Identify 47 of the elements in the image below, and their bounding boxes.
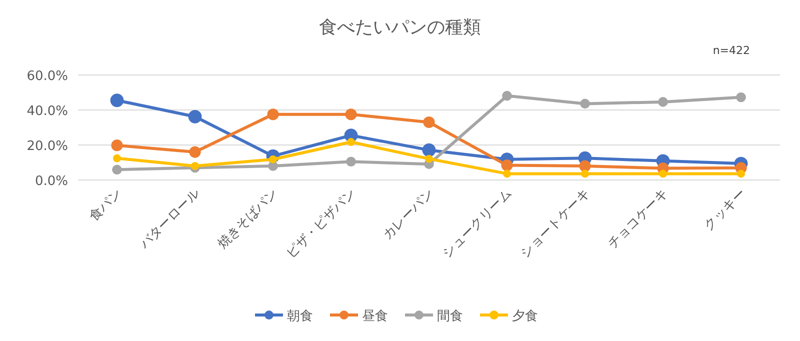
- y-tick-label: 20.0%: [26, 139, 68, 154]
- point: [113, 154, 121, 162]
- point: [267, 108, 279, 120]
- point: [579, 160, 591, 172]
- legend-朝食: 朝食: [255, 309, 313, 324]
- point: [112, 164, 122, 175]
- legend-label: 朝食: [287, 309, 313, 324]
- chart-title: 食べたいパンの種類: [319, 17, 481, 38]
- x-tick-label: ショートケーキ: [518, 186, 593, 262]
- point: [502, 90, 512, 101]
- x-tick-label: 焼きそばパン: [215, 186, 281, 252]
- y-tick-label: 0.0%: [34, 174, 68, 189]
- point: [110, 94, 124, 108]
- point: [111, 140, 123, 152]
- legend-label: 夕食: [512, 309, 538, 324]
- x-tick-label: カレーパン: [380, 186, 437, 243]
- text: n=422: [712, 44, 750, 57]
- x-tick-label: 食パン: [86, 186, 125, 224]
- y-tick-label: 60.0%: [26, 69, 68, 84]
- legend-昼食: 昼食: [330, 309, 388, 324]
- point: [425, 154, 433, 163]
- point: [346, 156, 356, 167]
- point: [580, 98, 590, 109]
- point: [503, 170, 511, 178]
- point: [422, 143, 436, 157]
- x-tick-label: シュークリーム: [440, 186, 515, 262]
- legend-label: 昼食: [362, 309, 388, 324]
- point: [736, 92, 746, 102]
- x-tick-label: クッキー: [701, 186, 749, 234]
- point: [423, 116, 435, 128]
- x-tick-label: バターロール: [136, 186, 203, 253]
- y-tick-label: 40.0%: [26, 104, 68, 119]
- point: [347, 138, 355, 146]
- x-tick-label: ピザ・ピザパン: [284, 186, 359, 262]
- point: [658, 97, 668, 107]
- point: [189, 146, 201, 158]
- point: [581, 170, 589, 178]
- point: [501, 160, 513, 172]
- legend-夕食: 夕食: [480, 309, 538, 324]
- point: [191, 162, 199, 170]
- x-tick-label: チョコケーキ: [605, 186, 671, 252]
- point: [188, 110, 202, 124]
- point: [737, 170, 745, 178]
- point: [659, 170, 667, 178]
- legend-間食: 間食: [405, 309, 463, 324]
- point: [345, 108, 357, 120]
- legend-label: 間食: [437, 309, 463, 324]
